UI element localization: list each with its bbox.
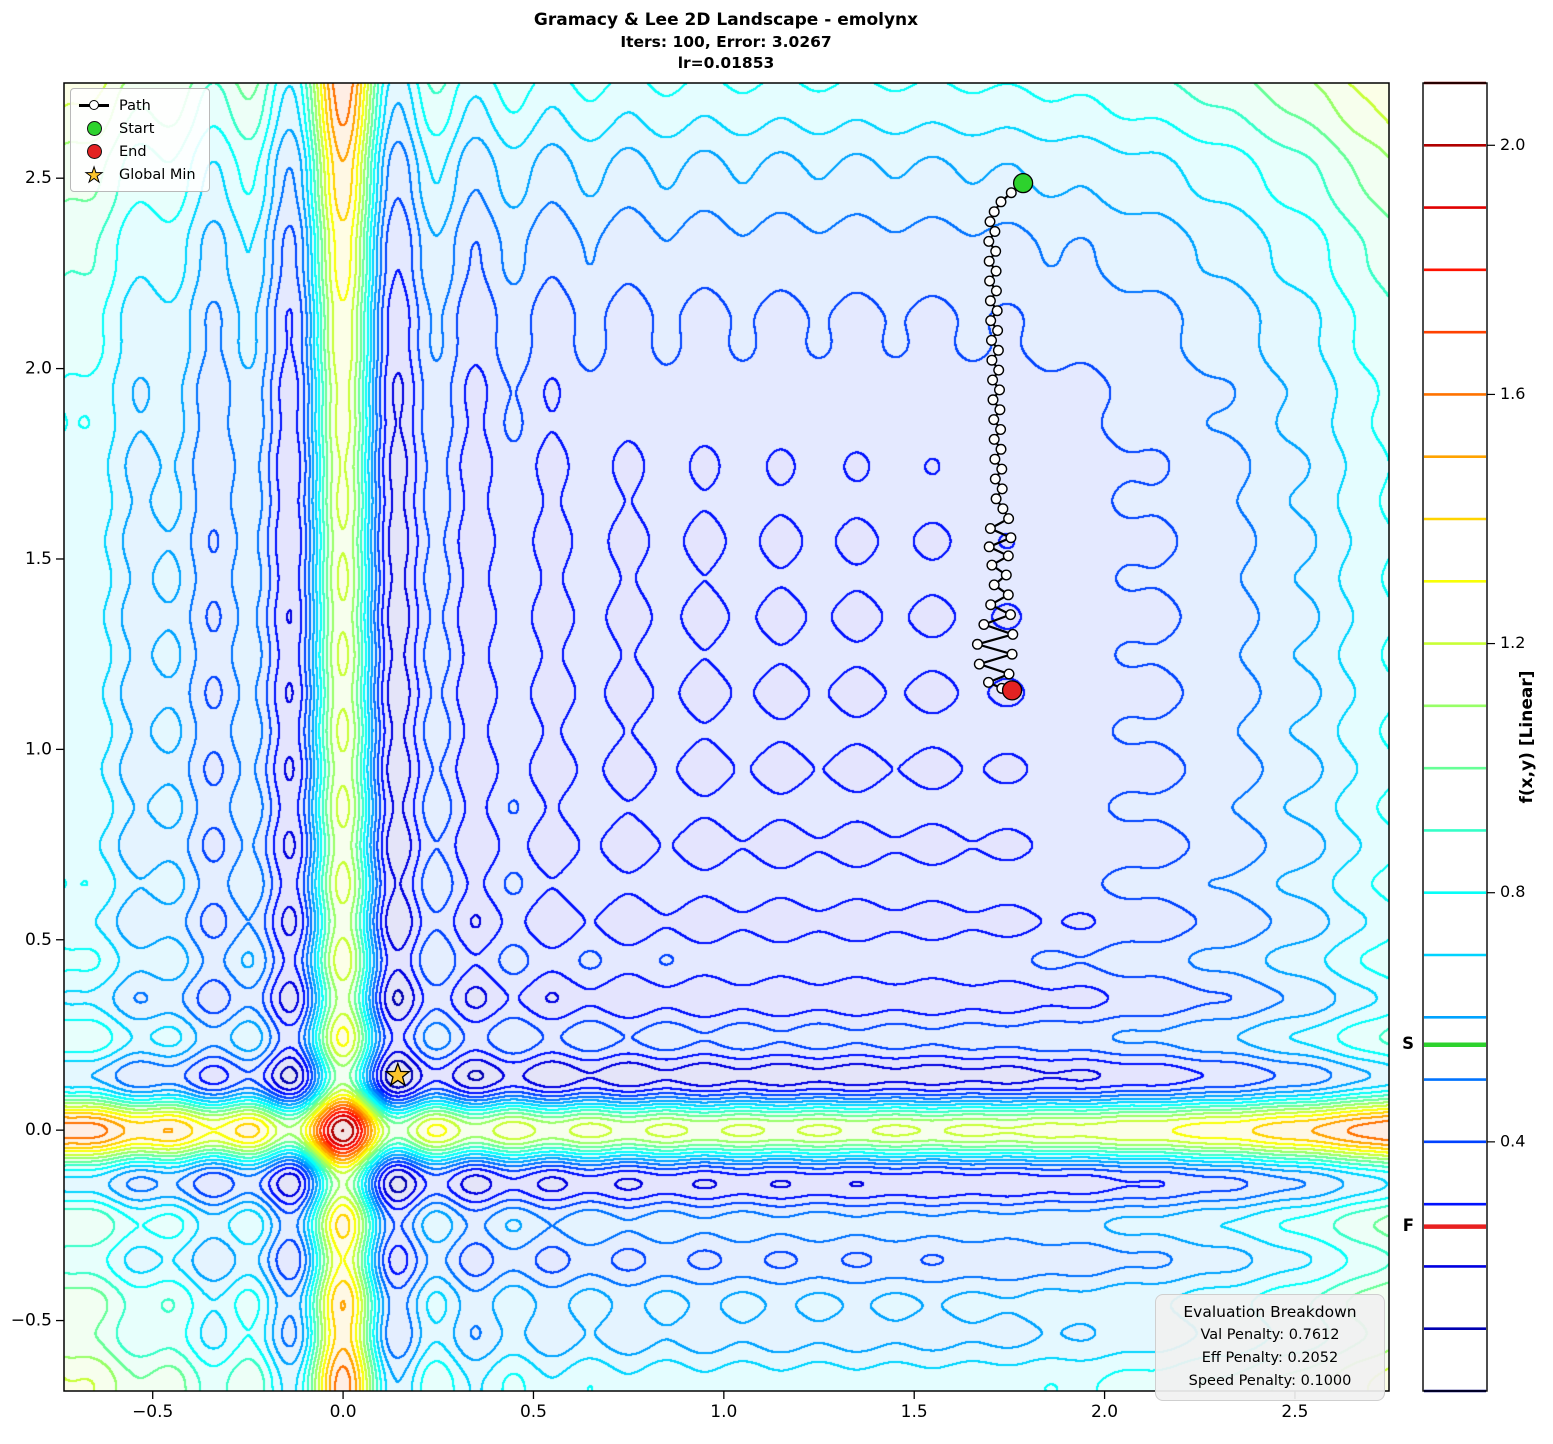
legend-label-global-min: Global Min bbox=[119, 166, 196, 183]
x-tick-label: 1.0 bbox=[710, 1402, 737, 1422]
chart-title: Gramacy & Lee 2D Landscape - emolynx bbox=[533, 10, 919, 30]
x-tick-label: 0.0 bbox=[330, 1402, 357, 1422]
chart-title-block: Gramacy & Lee 2D Landscape - emolynx Ite… bbox=[0, 9, 1452, 74]
chart-subtitle-lr: lr=0.01853 bbox=[677, 54, 775, 72]
colorbar-border bbox=[1422, 82, 1488, 1392]
colorbar-axis-label: f(x,y) [Linear] bbox=[1517, 670, 1537, 803]
evaluation-title: Evaluation Breakdown bbox=[1183, 1303, 1357, 1321]
speed-penalty-text: Speed Penalty: 0.1000 bbox=[1188, 1373, 1352, 1389]
colorbar-tick-label: 1.6 bbox=[1500, 384, 1525, 403]
legend-item-path: Path bbox=[79, 94, 201, 117]
colorbar-tick-label: 0.8 bbox=[1500, 882, 1525, 901]
colorbar-tick-label: 2.0 bbox=[1500, 135, 1525, 154]
global-min-star-icon: ★ bbox=[84, 162, 104, 187]
colorbar-tick-label: 1.2 bbox=[1500, 633, 1525, 652]
colorbar-tick-label: 0.4 bbox=[1500, 1131, 1525, 1150]
end-marker-icon bbox=[79, 144, 109, 159]
colorbar-final-label: F bbox=[1403, 1216, 1414, 1235]
legend-item-end: End bbox=[79, 140, 201, 163]
val-penalty-text: Val Penalty: 0.7612 bbox=[1200, 1327, 1340, 1343]
evaluation-breakdown-box: Evaluation Breakdown Val Penalty: 0.7612… bbox=[1155, 1294, 1385, 1401]
y-tick-label: −0.5 bbox=[11, 1311, 52, 1331]
legend-label-path: Path bbox=[119, 97, 151, 114]
x-tick-label: −0.5 bbox=[132, 1402, 173, 1422]
x-tick-label: 0.5 bbox=[520, 1402, 547, 1422]
x-tick-label: 2.5 bbox=[1281, 1402, 1308, 1422]
x-tick-label: 1.5 bbox=[901, 1402, 928, 1422]
legend-label-end: End bbox=[119, 143, 147, 160]
eff-penalty-text: Eff Penalty: 0.2052 bbox=[1201, 1350, 1339, 1366]
legend-label-start: Start bbox=[119, 120, 155, 137]
y-tick-label: 0.0 bbox=[25, 1120, 52, 1140]
legend: Path Start End ★ Global Min bbox=[70, 88, 210, 192]
start-marker-icon bbox=[79, 121, 109, 136]
y-tick-label: 2.0 bbox=[25, 359, 52, 379]
y-tick-label: 0.5 bbox=[25, 930, 52, 950]
chart-subtitle-iters-error: Iters: 100, Error: 3.0267 bbox=[620, 33, 832, 51]
x-tick-label: 2.0 bbox=[1091, 1402, 1118, 1422]
contour-plot-canvas bbox=[64, 83, 1389, 1391]
y-tick-label: 2.5 bbox=[25, 168, 52, 188]
y-tick-label: 1.0 bbox=[25, 739, 52, 759]
legend-item-global-min: ★ Global Min bbox=[79, 163, 201, 186]
path-marker-icon bbox=[79, 100, 109, 110]
colorbar-start-label: S bbox=[1402, 1034, 1414, 1053]
legend-item-start: Start bbox=[79, 117, 201, 140]
y-tick-label: 1.5 bbox=[25, 549, 52, 569]
colorbar-background bbox=[1423, 83, 1487, 1391]
